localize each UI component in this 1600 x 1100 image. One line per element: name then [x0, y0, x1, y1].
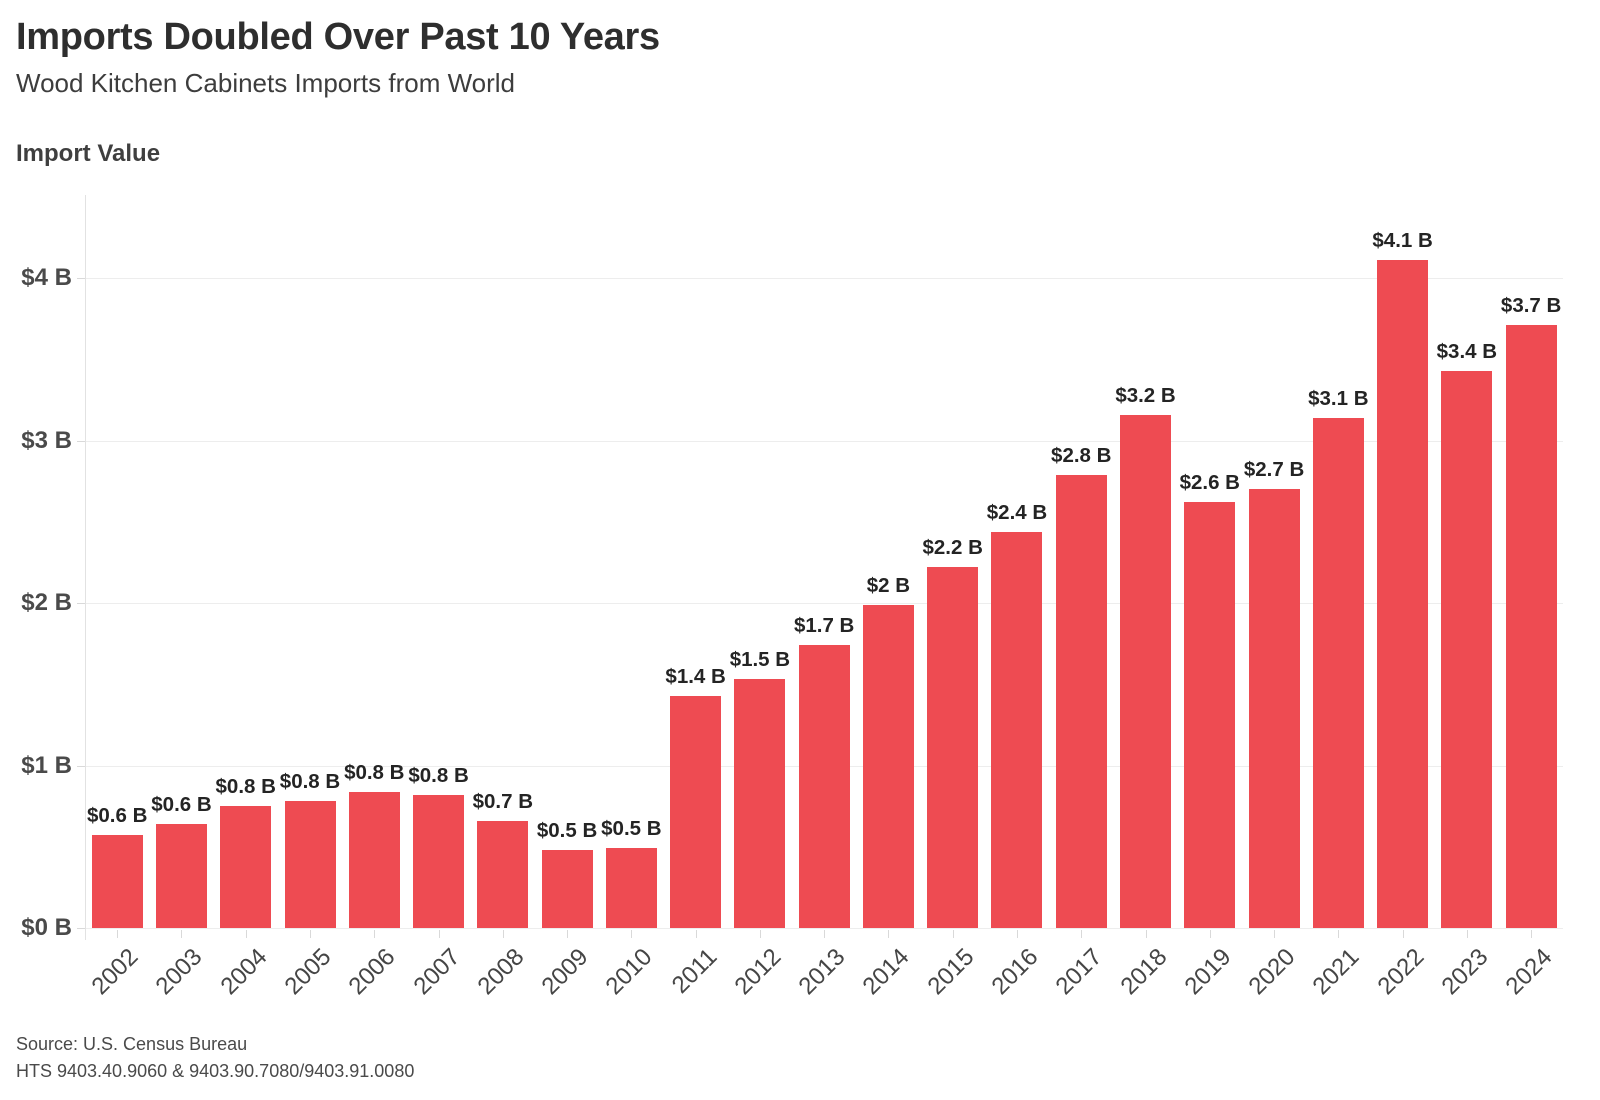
- bar-2012: [734, 679, 786, 928]
- x-axis-tick-2016: [1016, 930, 1018, 938]
- chart-footer: Source: U.S. Census Bureau HTS 9403.40.9…: [16, 1031, 414, 1085]
- bar-value-label-2005: $0.8 B: [279, 770, 341, 794]
- x-axis-tick-2020: [1274, 930, 1276, 938]
- bar-2018: [1120, 414, 1172, 928]
- y-axis-tick: [77, 278, 85, 279]
- x-axis-tick-2019: [1209, 930, 1211, 938]
- y-axis-title: Import Value: [16, 140, 161, 167]
- hts-line: HTS 9403.40.9060 & 9403.90.7080/9403.91.…: [16, 1061, 415, 1081]
- y-axis-line: [85, 195, 86, 940]
- y-tick-label: $0 B: [21, 914, 72, 941]
- bar-value-label-2016: $2.4 B: [986, 500, 1048, 524]
- source-line: Source: U.S. Census Bureau: [16, 1034, 248, 1054]
- bar-value-label-2004: $0.8 B: [215, 775, 276, 799]
- x-axis-tick-2014: [888, 930, 890, 938]
- x-axis-tick-2015: [952, 930, 954, 938]
- x-axis-tick-2018: [1145, 930, 1147, 938]
- bar-value-label-2017: $2.8 B: [1051, 443, 1112, 467]
- bar-2003: [155, 824, 207, 928]
- bar-value-label-2006: $0.8 B: [344, 760, 405, 784]
- bar-value-label-2008: $0.7 B: [472, 789, 534, 813]
- y-gridline-$2B: [85, 603, 1563, 604]
- bar-2021: [1312, 417, 1364, 928]
- bar-value-label-2002: $0.6 B: [86, 804, 148, 828]
- x-axis-tick-2009: [567, 930, 569, 938]
- x-axis-tick-2007: [438, 930, 440, 938]
- x-axis-tick-2006: [374, 930, 376, 938]
- bar-2017: [1055, 474, 1107, 928]
- bar-value-label-2019: $2.6 B: [1179, 471, 1240, 495]
- y-gridline-$0B: [85, 928, 1563, 929]
- bar-value-label-2010: $0.5 B: [601, 817, 662, 841]
- bar-value-label-2024: $3.7 B: [1500, 294, 1562, 318]
- x-axis-tick-2004: [245, 930, 247, 938]
- bar-2013: [798, 645, 850, 928]
- bar-2024: [1505, 325, 1557, 928]
- bar-2020: [1248, 489, 1300, 928]
- bar-2016: [991, 531, 1043, 928]
- x-axis-tick-2005: [310, 930, 311, 938]
- bar-value-label-2013: $1.7 B: [793, 614, 855, 638]
- bar-2014: [862, 604, 914, 928]
- bar-value-label-2021: $3.1 B: [1308, 386, 1369, 410]
- x-axis-tick-2012: [759, 930, 761, 938]
- bar-value-label-2020: $2.7 B: [1243, 458, 1305, 482]
- x-axis-tick-2024: [1531, 930, 1533, 938]
- bar-2023: [1441, 370, 1493, 928]
- bar-2019: [1184, 502, 1236, 928]
- bar-2007: [413, 794, 465, 928]
- bar-value-label-2011: $1.4 B: [665, 664, 726, 688]
- bar-value-label-2012: $1.5 B: [729, 648, 791, 672]
- x-axis-tick-2003: [181, 930, 183, 938]
- x-axis-tick-2023: [1466, 930, 1468, 938]
- x-axis-tick-2017: [1081, 930, 1083, 938]
- y-gridline-$4B: [85, 278, 1563, 279]
- bar-value-label-2022: $4.1 B: [1372, 229, 1433, 253]
- bar-2015: [927, 567, 979, 928]
- y-tick-label: $4 B: [21, 264, 72, 291]
- bar-2005: [284, 801, 336, 928]
- y-tick-label: $2 B: [21, 589, 72, 616]
- bar-value-label-2003: $0.6 B: [151, 793, 212, 816]
- bar-value-label-2007: $0.8 B: [408, 763, 469, 787]
- y-axis-tick: [77, 765, 85, 767]
- bar-2004: [220, 806, 272, 928]
- x-axis-tick-2013: [824, 930, 826, 938]
- bar-2008: [477, 820, 529, 928]
- x-axis-tick-2010: [631, 930, 633, 938]
- bar-2006: [348, 791, 400, 928]
- bar-2010: [605, 848, 657, 928]
- x-axis-tick-2022: [1402, 930, 1404, 938]
- x-axis-tick-2002: [117, 930, 119, 938]
- page-title: Imports Doubled Over Past 10 Years: [16, 16, 660, 58]
- x-axis-tick-2011: [695, 930, 697, 938]
- y-tick-label: $3 B: [21, 426, 72, 454]
- y-tick-label: $1 B: [21, 751, 72, 779]
- page-subtitle: Wood Kitchen Cabinets Imports from World: [16, 68, 516, 98]
- bar-2011: [670, 695, 722, 928]
- x-axis-tick-2021: [1338, 930, 1340, 938]
- bar-value-label-2018: $3.2 B: [1115, 383, 1176, 407]
- y-axis-tick: [77, 928, 85, 929]
- y-axis-tick: [77, 440, 85, 442]
- bar-value-label-2014: $2 B: [866, 573, 911, 597]
- bar-2009: [541, 850, 593, 928]
- bar-value-label-2015: $2.2 B: [922, 536, 983, 560]
- bar-value-label-2023: $3.4 B: [1436, 339, 1498, 363]
- bar-value-label-2009: $0.5 B: [536, 819, 598, 842]
- y-gridline-$3B: [85, 440, 1563, 442]
- bar-2002: [91, 835, 143, 928]
- y-axis-tick: [77, 603, 85, 604]
- x-axis-tick-2008: [502, 930, 504, 938]
- bar-2022: [1377, 260, 1429, 928]
